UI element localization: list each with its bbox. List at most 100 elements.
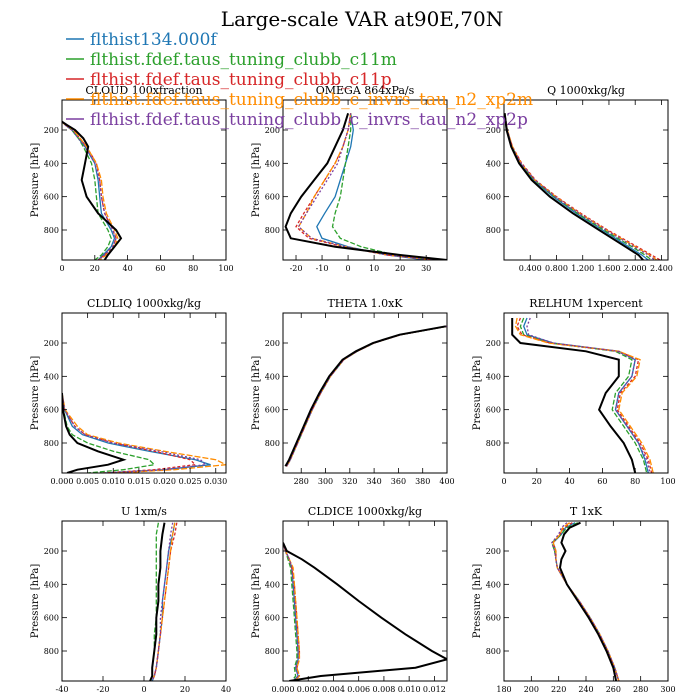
x-tick-label: 320 (342, 477, 357, 486)
series-line-2 (286, 325, 447, 467)
series-group (504, 113, 661, 260)
panel-3: 0.400 0.800 1.200 1.600 2.000 2.400 200 400 600 8… (486, 84, 673, 273)
legend-label: flthist.fdef.taus_tuning_clubb_c11p (90, 70, 392, 90)
series-group (62, 392, 226, 473)
y-axis-label: Pressure [hPa] (472, 356, 483, 431)
x-tick-label: -10 (316, 264, 329, 273)
plot-frame (282, 520, 448, 682)
x-tick-label: 60 (597, 477, 607, 486)
series-group (284, 113, 447, 260)
x-tick-label: 0.400 (519, 264, 542, 273)
x-tick-label: 20 (395, 264, 405, 273)
series-line-4 (286, 325, 447, 467)
y-tick-label: 800 (265, 226, 280, 235)
x-tick-label: 240 (578, 685, 593, 694)
x-tick-label: 0.015 (127, 477, 150, 486)
series-group (284, 325, 447, 467)
series-line-6 (284, 113, 447, 260)
y-tick-label: 200 (44, 339, 59, 348)
series-line-3 (286, 325, 447, 467)
series-line-6 (504, 113, 644, 260)
series-line-2 (551, 522, 620, 681)
series-line-5 (504, 113, 656, 260)
series-line-4 (504, 113, 658, 260)
x-tick-label: 0.800 (545, 264, 568, 273)
series-line-5 (286, 325, 447, 467)
x-tick-label: 1.600 (598, 264, 621, 273)
series-line-6 (149, 522, 166, 681)
series-line-2 (504, 113, 652, 260)
series-line-6 (558, 521, 618, 681)
x-tick-label: 0.030 (204, 477, 227, 486)
series-line-6 (62, 392, 127, 473)
x-tick-label: 80 (188, 264, 198, 273)
y-tick-label: 600 (265, 193, 280, 202)
x-tick-label: 280 (294, 477, 309, 486)
x-tick-label: 180 (496, 685, 511, 694)
x-tick-label: 0.008 (372, 685, 395, 694)
y-tick-label: 600 (44, 406, 59, 415)
x-tick-label: 0 (141, 685, 146, 694)
series-line-4 (297, 113, 435, 260)
legend-label: flthist134.000f (90, 30, 218, 50)
panel-title: THETA 1.0xK (327, 297, 403, 310)
x-tick-label: 0 (346, 264, 351, 273)
panel-title: Q 1000xkg/kg (547, 84, 625, 97)
panel-title: CLDICE 1000xkg/kg (308, 505, 422, 518)
x-tick-label: 300 (660, 685, 675, 694)
x-tick-label: 200 (524, 685, 539, 694)
y-tick-label: 400 (265, 159, 280, 168)
y-tick-label: 400 (486, 159, 501, 168)
series-line-6 (62, 120, 123, 260)
figure-title: Large-scale VAR at90E,70N (221, 7, 503, 31)
panel-5: 280 300 320 340 360 380 400 200 400 600 800Pressur… (251, 297, 455, 486)
x-tick-label: -20 (290, 264, 303, 273)
series-line-5 (297, 113, 435, 260)
panel-title: T 1xK (570, 505, 603, 518)
series-line-2 (331, 113, 432, 260)
panel-title: CLDLIQ 1000xkg/kg (87, 297, 201, 310)
x-tick-label: 380 (415, 477, 430, 486)
x-tick-label: 0.012 (423, 685, 446, 694)
y-axis-label: Pressure [hPa] (251, 143, 262, 218)
x-tick-label: 40 (221, 685, 231, 694)
series-line-5 (283, 542, 299, 681)
series-line-4 (151, 522, 176, 681)
y-tick-label: 400 (44, 372, 59, 381)
x-tick-label: 20 (180, 685, 190, 694)
y-axis-label: Pressure [hPa] (30, 143, 41, 218)
y-tick-label: 600 (486, 406, 501, 415)
y-tick-label: 200 (265, 126, 280, 135)
x-tick-label: 100 (218, 264, 233, 273)
y-tick-label: 600 (44, 193, 59, 202)
y-tick-label: 800 (265, 647, 280, 656)
x-tick-label: 0.000 (51, 477, 74, 486)
series-line-3 (283, 542, 301, 681)
x-tick-label: 360 (391, 477, 406, 486)
x-tick-label: 2.000 (624, 264, 647, 273)
legend-label: flthist.fdef.taus_tuning_clubb_c11m (90, 50, 397, 70)
y-tick-label: 600 (486, 193, 501, 202)
y-tick-label: 200 (486, 126, 501, 135)
series-line-5 (62, 121, 117, 260)
y-tick-label: 800 (44, 226, 59, 235)
x-tick-label: 280 (633, 685, 648, 694)
x-tick-label: 300 (318, 477, 333, 486)
series-line-5 (526, 317, 651, 473)
series-line-3 (504, 113, 661, 260)
x-tick-label: -20 (97, 685, 110, 694)
series-line-3 (295, 113, 435, 260)
y-tick-label: 200 (486, 339, 501, 348)
series-line-6 (284, 325, 446, 467)
panel-title: U 1xm/s (121, 505, 167, 518)
legend-label: flthist.fdef.taus_tuning_clubb_c_invrs_t… (90, 110, 528, 130)
y-tick-label: 600 (265, 406, 280, 415)
y-tick-label: 600 (44, 614, 59, 623)
plot-frame (503, 312, 669, 474)
series-line-1 (62, 392, 211, 473)
y-axis-label: Pressure [hPa] (30, 356, 41, 431)
panel-title: RELHUM 1xpercent (529, 297, 643, 310)
x-tick-label: 0.025 (179, 477, 202, 486)
series-line-4 (514, 317, 654, 473)
